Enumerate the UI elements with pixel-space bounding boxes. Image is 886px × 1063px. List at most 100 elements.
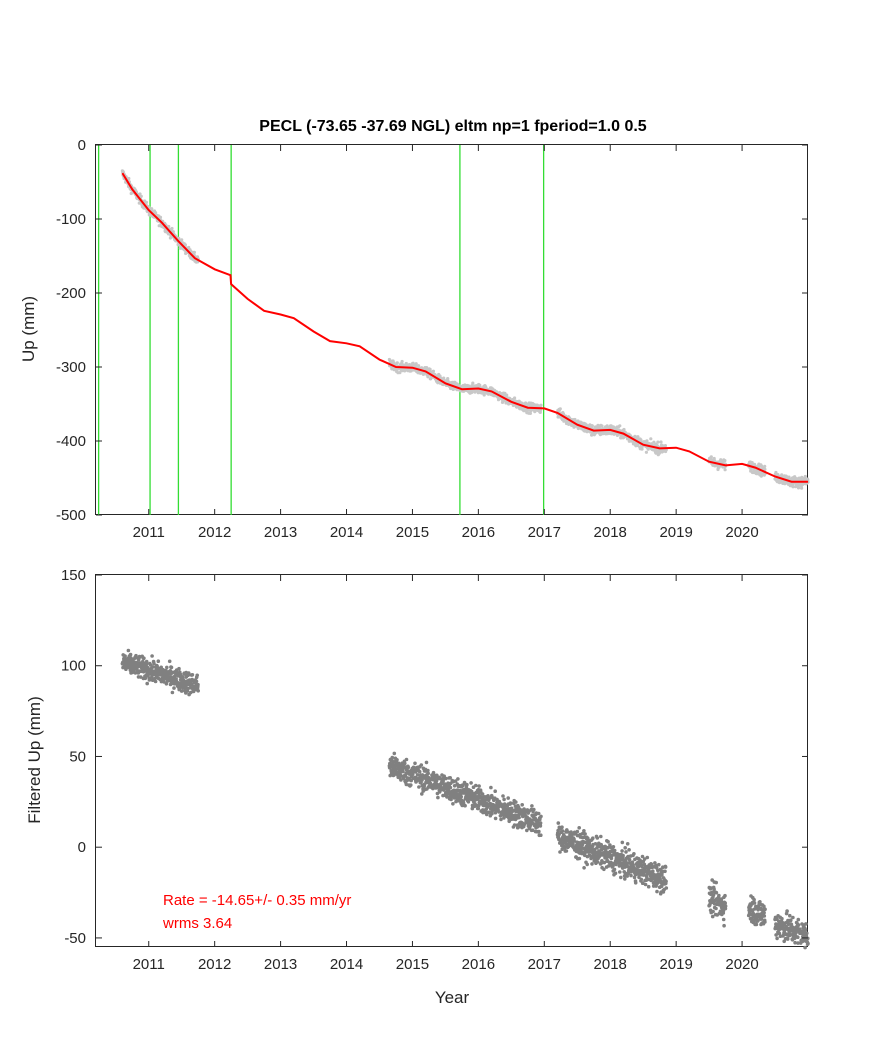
observed-point	[800, 486, 804, 490]
observed-point	[659, 440, 663, 444]
observed-point	[528, 411, 533, 415]
filtered-point	[153, 679, 158, 684]
observed-point	[478, 383, 482, 387]
bottom-xtick-label: 2019	[659, 956, 692, 973]
filtered-point	[469, 789, 474, 794]
filtered-point	[619, 875, 623, 880]
filtered-point	[501, 794, 505, 798]
bottom-xtick-label: 2013	[264, 956, 297, 973]
top-xtick-label: 2016	[462, 524, 495, 541]
filtered-point	[525, 828, 529, 833]
filtered-point	[539, 833, 543, 837]
filtered-point	[793, 940, 797, 945]
filtered-point	[537, 829, 541, 834]
filtered-point	[535, 825, 540, 829]
filtered-point	[145, 681, 149, 686]
chart-top-title: PECL (-73.65 -37.69 NGL) eltm np=1 fperi…	[259, 118, 647, 135]
filtered-point	[796, 923, 801, 927]
filtered-point	[156, 659, 161, 663]
filtered-point	[390, 755, 395, 760]
observed-point	[796, 486, 801, 490]
filtered-point	[722, 923, 726, 928]
filtered-point	[195, 673, 199, 678]
filtered-point	[595, 860, 600, 864]
observed-point	[757, 465, 761, 469]
observed-point	[709, 455, 713, 459]
observed-point	[750, 461, 754, 465]
filtered-point	[196, 682, 200, 687]
observed-point	[167, 224, 171, 229]
filtered-point	[621, 853, 625, 858]
filtered-point	[638, 859, 643, 863]
filtered-point	[502, 797, 506, 802]
filtered-point	[571, 842, 575, 846]
observed-point	[639, 438, 643, 442]
filtered-point	[577, 856, 582, 861]
observed-point	[645, 439, 649, 443]
filtered-point	[426, 768, 430, 773]
filtered-point	[196, 689, 200, 693]
filtered-point	[577, 826, 581, 830]
top-xtick-label: 2011	[133, 524, 165, 541]
filtered-point	[714, 880, 718, 885]
filtered-point	[656, 868, 660, 873]
filtered-point	[630, 860, 635, 864]
filtered-point	[723, 893, 727, 898]
top-ytick-label: -500	[56, 507, 86, 524]
filtered-point	[657, 862, 661, 867]
filtered-point	[401, 769, 405, 774]
filtered-point	[164, 682, 169, 686]
observed-point	[618, 424, 622, 428]
observed-point	[644, 450, 649, 454]
filtered-point	[606, 845, 610, 850]
filtered-point	[469, 781, 473, 785]
bottom-xtick-label: 2020	[725, 956, 758, 973]
filtered-point	[465, 782, 469, 787]
filtered-point	[137, 654, 142, 659]
filtered-point	[456, 777, 460, 781]
filtered-point	[506, 796, 511, 800]
filtered-point	[187, 672, 191, 677]
filtered-point	[785, 909, 789, 913]
filtered-point	[170, 690, 175, 695]
filtered-point	[595, 836, 600, 840]
observed-point	[192, 250, 196, 254]
filtered-point	[663, 865, 668, 869]
filtered-point	[663, 869, 667, 874]
filtered-point	[763, 920, 767, 924]
observed-point	[417, 364, 421, 368]
chart-bottom-ylabel: Filtered Up (mm)	[25, 696, 44, 824]
top-ytick-label: 0	[78, 137, 86, 154]
observed-point	[663, 444, 668, 448]
observed-point	[139, 194, 143, 198]
filtered-point	[123, 654, 127, 658]
observed-point	[158, 215, 163, 219]
observed-point	[590, 424, 594, 428]
observed-point	[425, 366, 429, 370]
filtered-point	[466, 800, 471, 804]
filtered-point	[624, 850, 628, 854]
filtered-point	[714, 906, 718, 911]
top-xtick-label: 2017	[528, 524, 561, 541]
filtered-point	[796, 941, 800, 945]
filtered-point	[629, 873, 633, 878]
filtered-point	[406, 765, 411, 770]
filtered-point	[788, 932, 793, 937]
filtered-point	[572, 839, 576, 843]
bottom-xtick-label: 2015	[396, 956, 429, 973]
filtered-point	[641, 881, 645, 885]
observed-point	[723, 468, 727, 472]
filtered-point	[499, 817, 503, 822]
observed-point	[471, 381, 475, 385]
filtered-point	[448, 785, 453, 790]
observed-point	[520, 401, 524, 405]
chart-top-observed-points	[120, 169, 810, 490]
filtered-point	[191, 689, 196, 694]
filtered-point	[150, 674, 154, 679]
filtered-point	[599, 834, 603, 839]
filtered-point	[620, 840, 625, 845]
filtered-point	[448, 776, 453, 780]
chart-top-frame	[95, 144, 808, 515]
filtered-point	[582, 829, 586, 833]
